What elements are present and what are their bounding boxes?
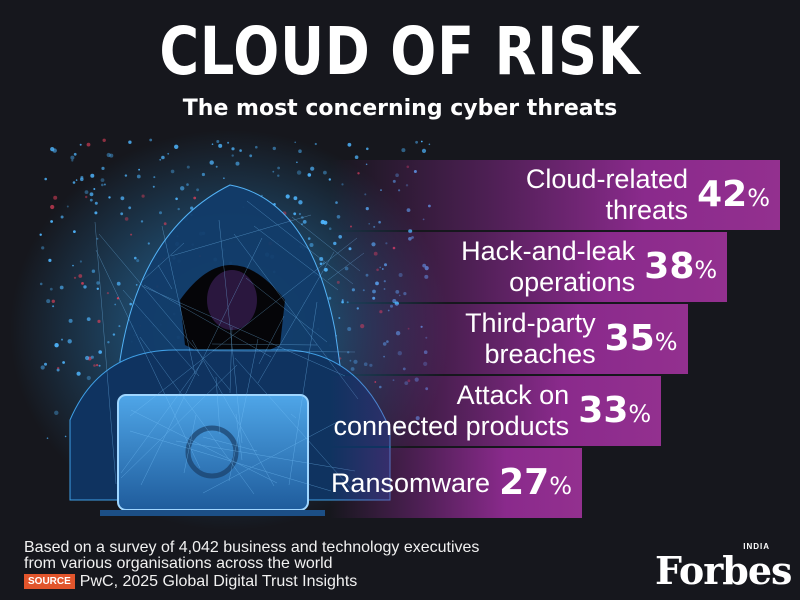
bar-value-0: 42% (697, 174, 770, 215)
forbes-logo: INDIA Forbes (655, 542, 792, 593)
bar-label-2: Third-party breaches (465, 308, 596, 369)
source-tag: SOURCE (24, 574, 75, 590)
survey-note-line-2: from various organisations across the wo… (24, 555, 333, 572)
bar-label-3: Attack on connected products (333, 380, 570, 441)
bar-2: 35% Third-party breaches (330, 304, 688, 374)
source-row: SOURCE PwC, 2025 Global Digital Trust Ins… (24, 573, 357, 591)
brand-region: INDIA (743, 542, 770, 551)
bar-label-1: Hack-and-leak operations (461, 236, 636, 297)
page-title: CLOUD OF RISK (159, 13, 641, 90)
bar-3: 33% Attack on connected products (330, 376, 662, 446)
brand-wordmark: Forbes (655, 548, 792, 593)
bar-label-0: Cloud-related threats (525, 164, 688, 225)
bar-value-3: 33% (578, 390, 652, 431)
bar-label-4: Ransomware (330, 468, 490, 498)
bar-0: 42% Cloud-related threats (330, 160, 780, 230)
survey-note-line-1: Based on a survey of 4,042 business and … (24, 539, 480, 556)
bar-value-4: 27% (499, 462, 572, 503)
bar-4: 27% Ransomware (330, 448, 582, 518)
survey-note: Based on a survey of 4,042 business and … (24, 540, 584, 572)
page-subtitle: The most concerning cyber threats (182, 96, 618, 121)
source-text: PwC, 2025 Global Digital Trust Insights (79, 573, 358, 590)
bar-value-1: 38% (644, 246, 718, 287)
bar-1: 38% Hack-and-leak operations (330, 232, 728, 302)
bar-value-2: 35% (604, 318, 678, 359)
